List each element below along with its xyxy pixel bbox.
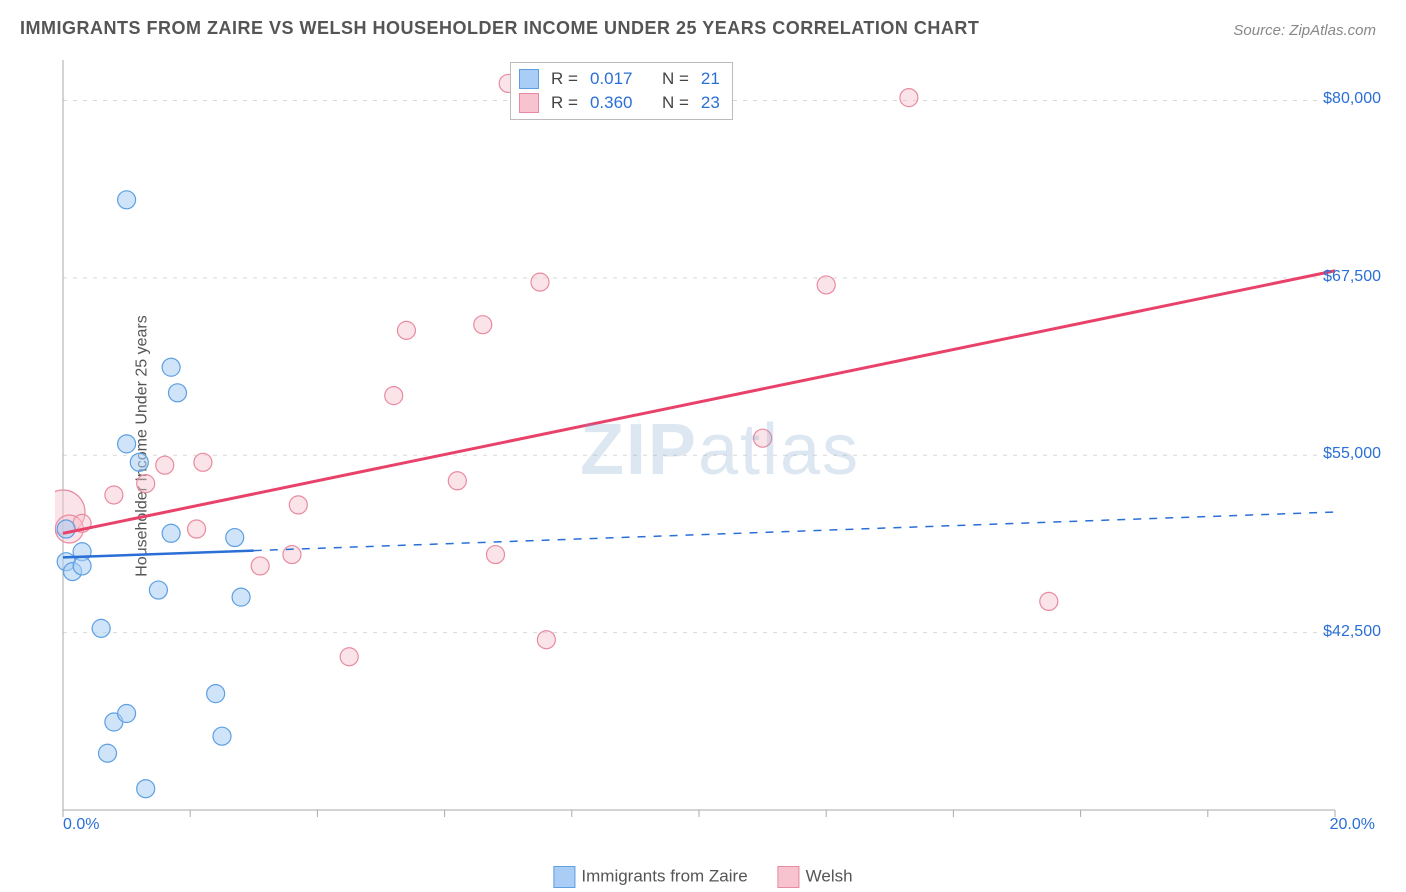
legend-item-welsh: Welsh — [778, 866, 853, 888]
y-tick-label: $67,500 — [1323, 268, 1381, 286]
stats-row: R =0.360 N =23 — [519, 91, 724, 115]
legend-label-zaire: Immigrants from Zaire — [581, 866, 747, 885]
legend-swatch-welsh — [778, 866, 800, 888]
legend-item-zaire: Immigrants from Zaire — [553, 866, 747, 888]
y-tick-label: $42,500 — [1323, 623, 1381, 641]
x-axis-max-label: 20.0% — [1330, 816, 1375, 834]
plot-area: R =0.017 N =21R =0.360 N =23 ZIPatlas 0.… — [55, 55, 1385, 845]
source-prefix: Source: — [1233, 22, 1289, 39]
stats-swatch — [519, 93, 539, 113]
source-label: Source: ZipAtlas.com — [1233, 22, 1376, 39]
stats-swatch — [519, 69, 539, 89]
y-tick-label: $80,000 — [1323, 90, 1381, 108]
stats-row: R =0.017 N =21 — [519, 67, 724, 91]
x-axis-min-label: 0.0% — [63, 816, 99, 834]
chart-title: IMMIGRANTS FROM ZAIRE VS WELSH HOUSEHOLD… — [20, 18, 979, 39]
plot-svg — [55, 55, 1385, 845]
legend-swatch-zaire — [553, 866, 575, 888]
legend-label-welsh: Welsh — [806, 866, 853, 885]
source-value: ZipAtlas.com — [1289, 22, 1376, 39]
bottom-legend: Immigrants from Zaire Welsh — [553, 866, 852, 888]
y-tick-label: $55,000 — [1323, 445, 1381, 463]
stats-legend-box: R =0.017 N =21R =0.360 N =23 — [510, 62, 733, 120]
